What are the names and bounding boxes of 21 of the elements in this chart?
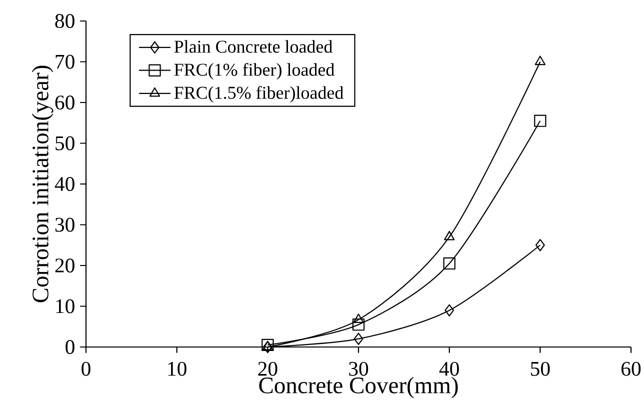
y-tick-label: 0 — [66, 340, 74, 354]
y-tick-label: 80 — [55, 14, 74, 28]
y-tick-label: 20 — [55, 258, 74, 272]
x-tick-label: 0 — [82, 362, 90, 376]
y-tick-label: 70 — [56, 54, 74, 69]
y-tick-label: 30 — [55, 218, 74, 232]
y-axis-title: Corrotion initiation(year) — [32, 66, 54, 302]
x-tick-label: 30 — [349, 362, 368, 376]
x-axis-title: Concrete Cover(mm) — [259, 376, 458, 398]
legend-label: FRC(1.5% fiber)loaded — [174, 86, 344, 103]
x-tick-label: 40 — [439, 362, 459, 376]
x-tick-label: 60 — [622, 362, 641, 376]
y-tick-label: 60 — [55, 96, 74, 110]
y-tick-label: 40 — [54, 177, 74, 191]
legend-label: FRC(1% fiber) loaded — [174, 62, 334, 80]
x-tick-label: 10 — [168, 362, 186, 376]
x-tick-label: 20 — [258, 362, 278, 376]
legend-label: Plain Concrete loaded — [174, 40, 332, 53]
x-tick-label: 50 — [531, 362, 550, 376]
y-tick-label: 10 — [56, 299, 74, 314]
y-tick-label: 50 — [56, 136, 74, 150]
